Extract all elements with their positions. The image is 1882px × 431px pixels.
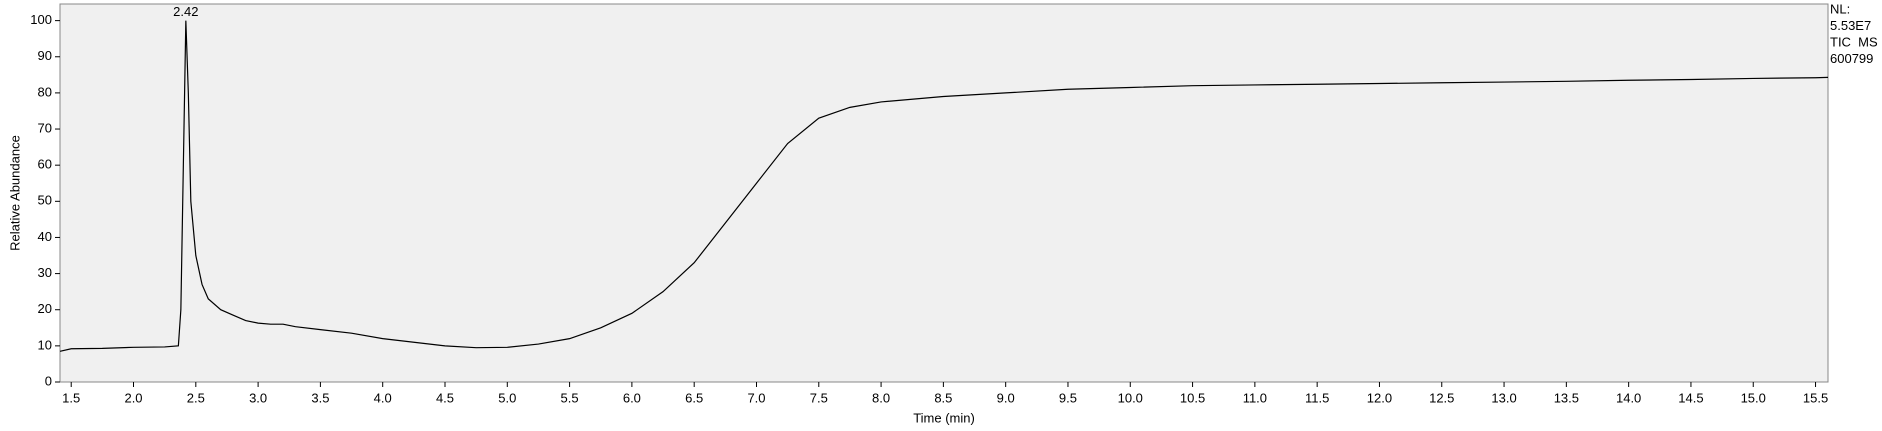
y-tick-label: 60	[38, 157, 52, 172]
x-tick-label: 5.0	[498, 390, 516, 405]
info-label: TIC MS	[1830, 34, 1878, 49]
y-tick-label: 0	[45, 373, 52, 388]
peak-annotation: 2.42	[173, 4, 198, 19]
x-tick-label: 13.0	[1491, 390, 1516, 405]
y-tick-label: 90	[38, 48, 52, 63]
x-tick-label: 2.0	[124, 390, 142, 405]
y-tick-label: 40	[38, 229, 52, 244]
x-tick-label: 15.5	[1803, 390, 1828, 405]
x-tick-label: 4.5	[436, 390, 454, 405]
y-tick-label: 70	[38, 120, 52, 135]
x-tick-label: 10.0	[1118, 390, 1143, 405]
x-tick-label: 8.5	[934, 390, 952, 405]
x-tick-label: 6.0	[623, 390, 641, 405]
x-tick-label: 12.5	[1429, 390, 1454, 405]
x-tick-label: 12.0	[1367, 390, 1392, 405]
y-tick-label: 30	[38, 265, 52, 280]
x-tick-label: 3.5	[311, 390, 329, 405]
x-tick-label: 7.5	[810, 390, 828, 405]
x-tick-label: 7.0	[747, 390, 765, 405]
x-tick-label: 10.5	[1180, 390, 1205, 405]
x-tick-label: 1.5	[62, 390, 80, 405]
y-tick-label: 80	[38, 84, 52, 99]
y-tick-label: 20	[38, 301, 52, 316]
x-tick-label: 9.5	[1059, 390, 1077, 405]
x-tick-label: 2.5	[187, 390, 205, 405]
info-label: 5.53E7	[1830, 18, 1871, 33]
x-tick-label: 9.0	[997, 390, 1015, 405]
x-tick-label: 15.0	[1741, 390, 1766, 405]
x-tick-label: 5.5	[561, 390, 579, 405]
data-line	[59, 20, 1829, 352]
x-tick-label: 11.0	[1243, 390, 1267, 405]
info-label: 600799	[1830, 51, 1873, 66]
y-tick-label: 100	[30, 12, 52, 27]
x-tick-label: 3.0	[249, 390, 267, 405]
y-tick-label: 50	[38, 193, 52, 208]
x-tick-label: 13.5	[1554, 390, 1579, 405]
y-tick-label: 10	[38, 337, 52, 352]
x-tick-label: 4.0	[374, 390, 392, 405]
info-label: NL:	[1830, 1, 1850, 16]
y-axis-title: Relative Abundance	[7, 135, 22, 251]
x-axis-title: Time (min)	[913, 410, 975, 425]
plot-area	[59, 3, 1829, 383]
x-tick-label: 8.0	[872, 390, 890, 405]
x-tick-label: 6.5	[685, 390, 703, 405]
x-tick-label: 14.5	[1678, 390, 1703, 405]
x-tick-label: 11.5	[1305, 390, 1329, 405]
x-tick-label: 14.0	[1616, 390, 1641, 405]
